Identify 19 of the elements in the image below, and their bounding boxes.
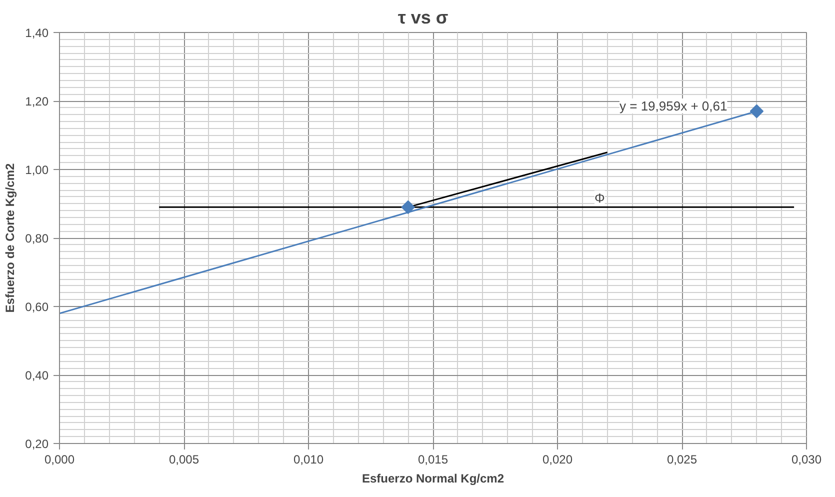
x-tick-label: 0,030 xyxy=(791,452,822,466)
y-tick-label: 0,40 xyxy=(25,368,49,382)
x-tick-label: 0,010 xyxy=(293,452,324,466)
x-tick-label: 0,015 xyxy=(418,452,448,466)
annotation: y = 19,959x + 0,61 xyxy=(620,98,728,114)
annotation: Φ xyxy=(594,190,605,206)
x-tick-label: 0,000 xyxy=(44,452,75,466)
y-tick-label: 0,80 xyxy=(25,232,49,246)
x-tick-label: 0,020 xyxy=(542,452,573,466)
y-tick-label: 1,00 xyxy=(25,163,49,177)
y-axis-title: Esfuerzo de Corte Kg/cm2 xyxy=(3,162,18,313)
y-tick-label: 0,60 xyxy=(25,300,49,314)
y-tick-label: 0,20 xyxy=(25,437,49,451)
x-axis-title: Esfuerzo Normal Kg/cm2 xyxy=(362,472,504,486)
chart-title: τ vs σ xyxy=(398,8,448,28)
x-tick-label: 0,005 xyxy=(168,452,200,466)
x-tick-label: 0,025 xyxy=(666,452,698,466)
y-tick-label: 1,40 xyxy=(25,26,49,40)
y-tick-label: 1,20 xyxy=(25,94,49,108)
